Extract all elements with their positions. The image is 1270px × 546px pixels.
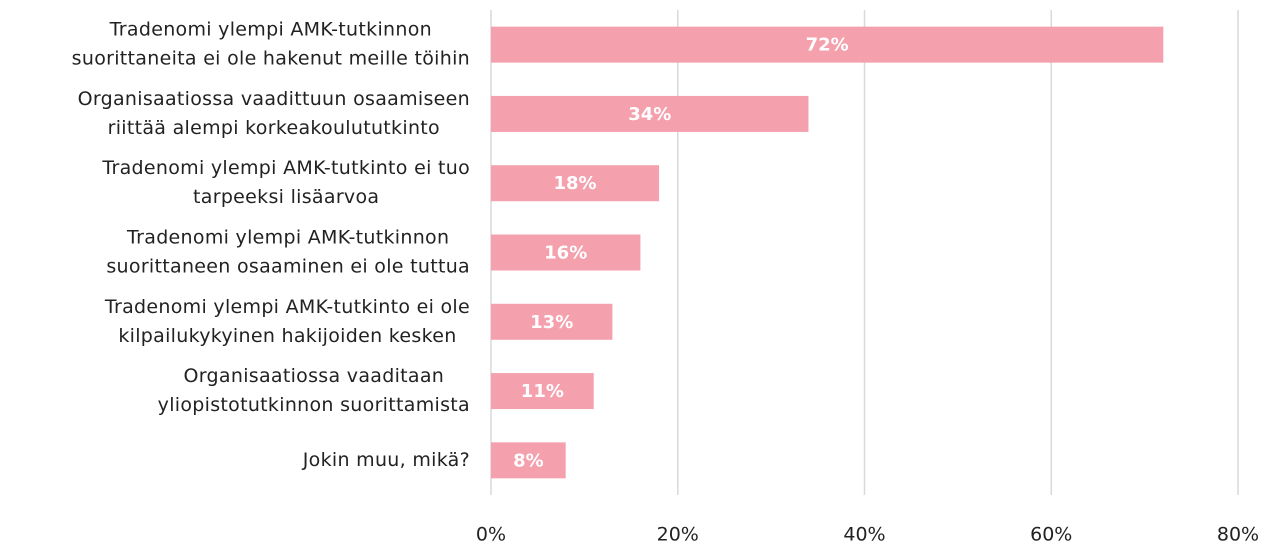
- x-tick-label: 60%: [1030, 524, 1072, 546]
- category-label: Tradenomi ylempi AMK-tutkinnon: [126, 227, 449, 249]
- value-label: 13%: [530, 312, 573, 333]
- category-label: Tradenomi ylempi AMK-tutkinto ei ole: [104, 296, 470, 318]
- category-label: tarpeeksi lisäarvoa: [193, 186, 379, 208]
- category-label: Tradenomi ylempi AMK-tutkinnon: [109, 19, 432, 41]
- category-label: Jokin muu, mikä?: [302, 449, 470, 471]
- bar: [491, 442, 566, 479]
- category-label: Organisaatiossa vaadittuun osaamiseen: [78, 88, 470, 110]
- x-tick-label: 80%: [1217, 524, 1259, 546]
- value-label: 16%: [544, 243, 587, 264]
- bar: [491, 303, 613, 340]
- value-label: 11%: [521, 381, 564, 402]
- category-label: suorittaneen osaaminen ei ole tuttua: [106, 256, 470, 278]
- value-label: 72%: [806, 35, 849, 56]
- bar: [491, 373, 594, 410]
- x-tick-label: 20%: [657, 524, 699, 546]
- bar: [491, 95, 809, 132]
- value-label: 18%: [553, 173, 596, 194]
- x-tick-label: 0%: [476, 524, 506, 546]
- category-label: suorittaneita ei ole hakenut meille töih…: [72, 48, 470, 70]
- category-label: kilpailukykyinen hakijoiden kesken: [118, 325, 456, 347]
- bar: [491, 165, 660, 202]
- bar: [491, 234, 641, 271]
- category-label: Tradenomi ylempi AMK-tutkinto ei tuo: [101, 157, 470, 179]
- x-tick-label: 40%: [843, 524, 885, 546]
- bar: [491, 26, 1164, 63]
- category-label: yliopistotutkinnon suorittamista: [158, 394, 470, 416]
- value-label: 8%: [513, 450, 544, 471]
- category-label: Organisaatiossa vaaditaan: [184, 365, 445, 387]
- category-label: riittää alempi korkeakoulututkinto: [108, 117, 440, 139]
- value-label: 34%: [628, 104, 671, 125]
